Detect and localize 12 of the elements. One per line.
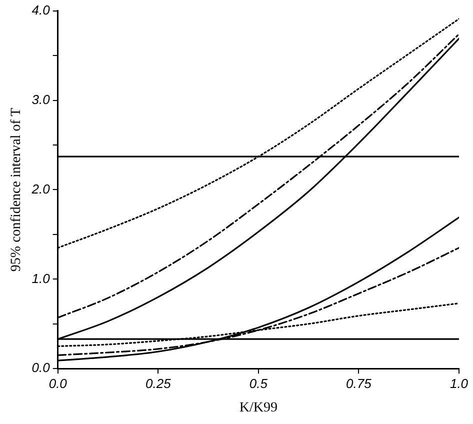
y-axis-title: 95% confidence interval of T (9, 107, 24, 272)
y-tick-label: 3.0 (32, 92, 51, 107)
y-tick-label: 0.0 (32, 360, 51, 376)
x-tick-label: 0.0 (48, 376, 68, 392)
x-tick-label: 1.0 (450, 376, 469, 392)
y-tick-label: 2.0 (30, 181, 51, 196)
x-tick-label: 0.25 (146, 376, 172, 392)
x-axis-title: K/K99 (239, 400, 278, 416)
x-tick-label: 0.5 (249, 376, 268, 392)
y-tick-label: 4.0 (32, 2, 51, 18)
x-tick-label: 0.75 (346, 376, 372, 392)
y-tick-label: 1.0 (32, 270, 51, 286)
